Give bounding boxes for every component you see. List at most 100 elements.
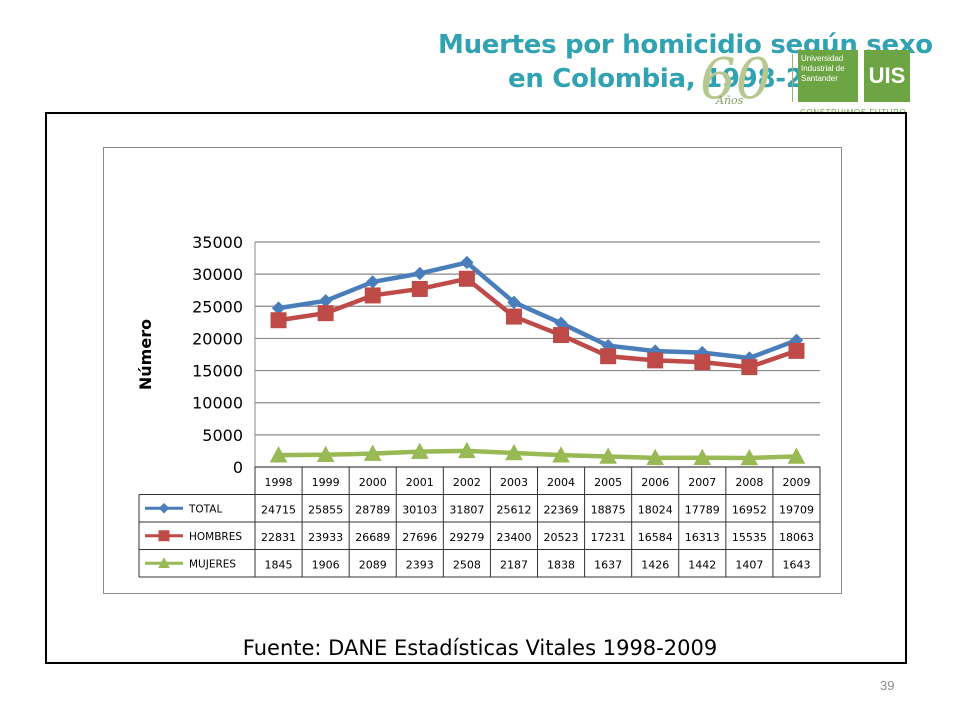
data-point-mujeres xyxy=(693,448,712,466)
y-tick-label: 10000 xyxy=(192,394,243,413)
data-label-total: 28789 xyxy=(355,503,390,516)
x-tick-label: 1998 xyxy=(265,476,293,489)
data-point-hombres xyxy=(411,280,428,297)
data-label-total: 19709 xyxy=(779,503,814,516)
y-tick-label: 0 xyxy=(233,458,243,477)
legend-marker-hombres xyxy=(158,530,170,542)
data-label-hombres: 23400 xyxy=(496,531,531,544)
legend-marker-total xyxy=(158,503,170,514)
y-tick-label: 15000 xyxy=(192,362,243,381)
data-label-total: 17789 xyxy=(685,503,720,516)
series-line-mujeres xyxy=(278,448,797,461)
data-label-total: 16952 xyxy=(732,503,767,516)
data-label-mujeres: 1643 xyxy=(782,558,810,571)
data-label-hombres: 18063 xyxy=(779,531,814,544)
data-point-mujeres xyxy=(316,445,335,463)
data-label-hombres: 23933 xyxy=(308,531,343,544)
university-name: Universidad Industrial de Santander xyxy=(798,50,858,102)
data-label-total: 25855 xyxy=(308,503,343,516)
data-point-total xyxy=(366,275,380,289)
data-label-mujeres: 1845 xyxy=(265,558,293,571)
data-point-mujeres xyxy=(458,441,476,459)
data-point-mujeres xyxy=(646,448,665,466)
page-number: 39 xyxy=(880,678,895,693)
data-label-mujeres: 2187 xyxy=(500,558,528,571)
data-label-hombres: 17231 xyxy=(591,531,626,544)
x-tick-label: 2001 xyxy=(406,476,434,489)
data-point-hombres xyxy=(458,270,475,287)
data-point-mujeres xyxy=(740,448,759,466)
data-label-hombres: 29279 xyxy=(449,531,484,544)
data-label-total: 18875 xyxy=(591,503,626,516)
x-tick-label: 2003 xyxy=(500,476,528,489)
logo-divider xyxy=(792,54,793,102)
data-point-mujeres xyxy=(269,446,288,463)
data-point-mujeres xyxy=(599,447,617,464)
y-tick-label: 30000 xyxy=(192,265,243,284)
data-point-mujeres xyxy=(505,443,523,461)
data-label-total: 30103 xyxy=(402,503,437,516)
x-tick-label: 2009 xyxy=(782,476,810,489)
data-label-hombres: 27696 xyxy=(402,531,437,544)
data-label-mujeres: 1838 xyxy=(547,558,575,571)
data-point-total xyxy=(413,266,427,281)
data-label-mujeres: 1637 xyxy=(594,558,622,571)
data-label-total: 25612 xyxy=(496,503,531,516)
data-point-mujeres xyxy=(363,444,382,461)
data-point-hombres xyxy=(317,305,334,322)
data-label-mujeres: 1407 xyxy=(735,558,763,571)
data-point-hombres xyxy=(694,354,711,371)
data-point-hombres xyxy=(600,348,617,365)
data-label-mujeres: 1426 xyxy=(641,558,669,571)
data-label-hombres: 26689 xyxy=(355,531,390,544)
x-tick-label: 2004 xyxy=(547,476,575,489)
data-label-hombres: 16313 xyxy=(685,531,720,544)
data-point-mujeres xyxy=(787,447,806,464)
data-label-total: 18024 xyxy=(638,503,673,516)
y-tick-label: 20000 xyxy=(192,329,243,348)
data-label-mujeres: 2508 xyxy=(453,558,481,571)
university-logo: 60 Años Universidad Industrial de Santan… xyxy=(700,48,912,122)
data-label-mujeres: 1906 xyxy=(312,558,340,571)
line-chart: 0 5000 10000 15000 20000 25000 30000 35000 Númer… xyxy=(136,233,821,578)
x-tick-label: 2008 xyxy=(735,476,763,489)
data-point-total xyxy=(318,294,333,308)
data-label-mujeres: 2089 xyxy=(359,558,387,571)
data-label-hombres: 22831 xyxy=(261,531,296,544)
data-point-total xyxy=(460,255,474,270)
data-point-hombres xyxy=(553,327,570,344)
data-label-total: 24715 xyxy=(261,503,296,516)
data-point-hombres xyxy=(270,312,287,329)
data-label-hombres: 20523 xyxy=(544,531,579,544)
data-label-hombres: 15535 xyxy=(732,531,767,544)
legend-label-mujeres: MUJERES xyxy=(189,558,236,570)
data-label-mujeres: 2393 xyxy=(406,558,434,571)
x-tick-label: 2007 xyxy=(688,476,716,489)
data-label-total: 22369 xyxy=(544,503,579,516)
legend-marker-mujeres xyxy=(158,557,170,568)
data-point-hombres xyxy=(647,352,664,369)
legend-label-hombres: HOMBRES xyxy=(189,531,242,543)
source-note: Fuente: DANE Estadísticas Vitales 1998-2… xyxy=(242,636,718,660)
x-tick-label: 2002 xyxy=(453,476,481,489)
data-point-mujeres xyxy=(552,446,570,463)
data-point-mujeres xyxy=(410,442,429,459)
data-label-total: 31807 xyxy=(449,503,484,516)
series-line-total xyxy=(278,260,798,361)
x-tick-label: 2000 xyxy=(359,476,387,489)
legend-label-total: TOTAL xyxy=(188,503,222,515)
data-point-hombres xyxy=(741,359,758,376)
data-point-hombres xyxy=(505,308,522,325)
y-tick-label: 5000 xyxy=(202,426,243,445)
x-tick-label: 2006 xyxy=(641,476,669,489)
x-tick-label: 2005 xyxy=(594,476,622,489)
data-point-hombres xyxy=(364,287,381,304)
y-tick-label: 35000 xyxy=(192,233,243,252)
anniversary-years-label: Años xyxy=(716,94,744,107)
uis-shield-icon: UIS xyxy=(864,50,910,102)
y-tick-label: 25000 xyxy=(192,297,243,316)
y-axis-label: Número xyxy=(136,319,155,390)
x-tick-label: 1999 xyxy=(312,476,340,489)
data-label-hombres: 16584 xyxy=(638,531,673,544)
data-point-total xyxy=(507,295,521,310)
